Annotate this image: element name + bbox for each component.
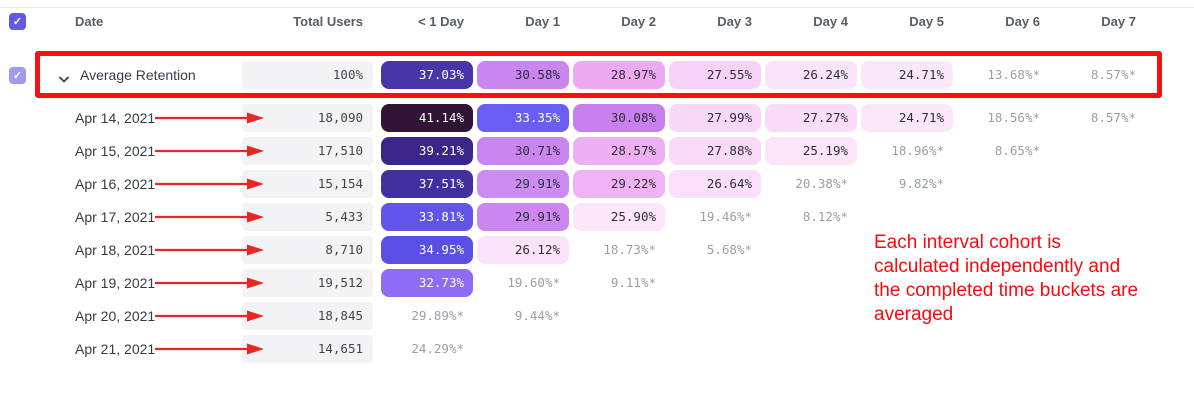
retention-cell-muted: 8.12%* [802,209,848,224]
retention-cell[interactable]: 30.58% [477,61,569,89]
retention-cell-muted: 20.38%* [795,176,848,191]
retention-cell-muted: 8.57%* [1090,67,1136,82]
total-users-cell: 17,510 [242,137,373,165]
retention-cell-muted: 9.82%* [898,176,944,191]
retention-cell-muted: 18.73%* [603,242,656,257]
column-header-day-6: Day 6 [1005,14,1040,29]
select-all-checkbox[interactable]: ✓ [9,13,26,30]
retention-cell-muted: 9.11%* [610,275,656,290]
column-header-date: Date [75,14,104,29]
retention-cell-muted: 24.29%* [411,341,464,356]
retention-cell[interactable]: 27.27% [765,104,857,132]
column-header-day-2: Day 2 [621,14,656,29]
retention-cell[interactable]: 27.55% [669,61,761,89]
retention-cell[interactable]: 30.71% [477,137,569,165]
retention-cell[interactable]: 37.51% [381,170,473,198]
column-header-day-1: Day 1 [525,14,560,29]
retention-cell[interactable]: 26.12% [477,236,569,264]
date-label: Apr 19, 2021 [75,275,156,291]
retention-cell[interactable]: 41.14% [381,104,473,132]
retention-cell-muted: 13.68%* [987,67,1040,82]
retention-cell[interactable]: 26.64% [669,170,761,198]
average-retention-label: Average Retention [80,67,196,83]
retention-cell[interactable]: 26.24% [765,61,857,89]
total-users-cell: 100% [242,61,373,89]
total-users-cell: 15,154 [242,170,373,198]
date-label: Apr 20, 2021 [75,308,156,324]
retention-cell-muted: 9.44%* [514,308,560,323]
column-header-day-4: Day 4 [813,14,848,29]
column-header-day-5: Day 5 [909,14,944,29]
retention-cell[interactable]: 27.88% [669,137,761,165]
retention-cell[interactable]: 28.57% [573,137,665,165]
retention-cell-muted: 8.57%* [1090,110,1136,125]
retention-cell-muted: 18.56%* [987,110,1040,125]
date-label: Apr 14, 2021 [75,110,156,126]
checkmark-icon: ✓ [12,16,23,28]
column-header-day-3: Day 3 [717,14,752,29]
retention-cell[interactable]: 24.71% [861,61,953,89]
average-row-checkbox[interactable]: ✓ [9,67,26,84]
retention-cell[interactable]: 29.91% [477,170,569,198]
chevron-down-icon[interactable] [58,71,70,83]
retention-cell[interactable]: 34.95% [381,236,473,264]
total-users-cell: 5,433 [242,203,373,231]
retention-cell[interactable]: 29.22% [573,170,665,198]
retention-cell-muted: 18.96%* [891,143,944,158]
total-users-cell: 14,651 [242,335,373,363]
retention-cell[interactable]: 24.71% [861,104,953,132]
annotation-text: Each interval cohort is calculated indep… [874,232,1139,325]
date-label: Apr 17, 2021 [75,209,156,225]
retention-cell-muted: 5.68%* [706,242,752,257]
retention-cell[interactable]: 37.03% [381,61,473,89]
total-users-cell: 8,710 [242,236,373,264]
retention-cell[interactable]: 25.90% [573,203,665,231]
total-users-cell: 18,090 [242,104,373,132]
retention-cell[interactable]: 33.81% [381,203,473,231]
retention-cell[interactable]: 29.91% [477,203,569,231]
total-users-cell: 18,845 [242,302,373,330]
total-users-cell: 19,512 [242,269,373,297]
retention-cell[interactable]: 25.19% [765,137,857,165]
column-header-day-7: Day 7 [1101,14,1136,29]
retention-cell[interactable]: 27.99% [669,104,761,132]
date-label: Apr 18, 2021 [75,242,156,258]
retention-cell[interactable]: 33.35% [477,104,569,132]
checkmark-icon: ✓ [12,70,23,82]
retention-cell-muted: 8.65%* [994,143,1040,158]
column-header-total-users: Total Users [293,14,363,29]
date-label: Apr 16, 2021 [75,176,156,192]
retention-cell[interactable]: 28.97% [573,61,665,89]
retention-cell[interactable]: 30.08% [573,104,665,132]
date-label: Apr 15, 2021 [75,143,156,159]
retention-cell[interactable]: 39.21% [381,137,473,165]
table-top-border [0,7,1194,8]
date-label: Apr 21, 2021 [75,341,156,357]
retention-cell-muted: 19.60%* [507,275,560,290]
retention-cell-muted: 29.89%* [411,308,464,323]
column-header-1-day: < 1 Day [418,14,464,29]
retention-cell[interactable]: 32.73% [381,269,473,297]
retention-cell-muted: 19.46%* [699,209,752,224]
